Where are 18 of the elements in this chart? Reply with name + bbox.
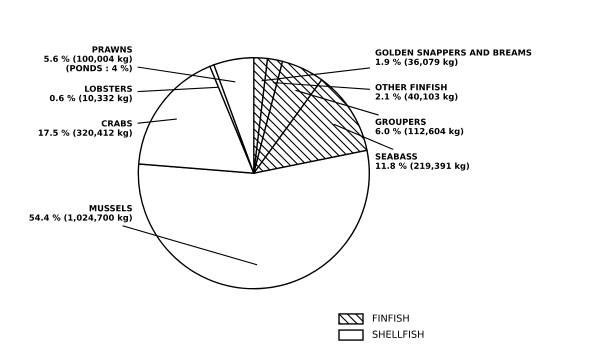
text: FINFISH — [372, 314, 409, 322]
slice-label: OTHER FINFISH — [375, 84, 447, 90]
slice-label: SEABASS — [376, 153, 418, 160]
data-label: 11.8 % (219,391 kg) — [376, 162, 470, 171]
slice-label: MUSSELS — [90, 205, 132, 212]
data-label: 54.4 % (1,024,700 kg) — [30, 214, 132, 222]
data-label: 5.6 % (100,004 kg) (PONDS : 4 %) — [44, 55, 132, 72]
data-label: 6.0 % (112,604 kg) — [376, 128, 464, 136]
slice-label: PRAWNS — [92, 46, 132, 53]
text: SHELLFISH — [372, 330, 424, 338]
data-label: 1.9 % (36,079 kg) — [376, 58, 458, 67]
data-label: 2.1 % (40,103 kg) — [376, 93, 458, 102]
data-label: 0.6 % (10,332 kg) — [50, 94, 132, 103]
slice-label: GROUPERS — [375, 118, 426, 125]
data-label: 17.5 % (320,412 kg) — [38, 129, 132, 138]
slice-label: LOBSTERS — [85, 86, 132, 92]
slice-label: GOLDEN SNAPPERS AND BREAMS — [375, 49, 532, 56]
slice-label: CRABS — [102, 120, 132, 127]
